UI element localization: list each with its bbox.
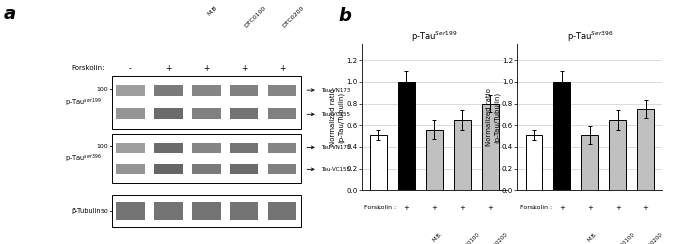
Text: +: + [460,205,465,211]
Text: p-Tau$^{ser199}$: p-Tau$^{ser199}$ [65,96,101,109]
Bar [154,202,183,220]
Text: 50: 50 [101,209,108,214]
Bar [398,82,415,190]
Bar [268,143,296,153]
Text: Tau-VC155: Tau-VC155 [321,167,350,172]
Bar [192,85,220,96]
Text: Tau-VN173: Tau-VN173 [321,88,350,93]
Text: DTC0200: DTC0200 [282,5,306,29]
Text: Tau-VC155: Tau-VC155 [321,112,350,117]
Text: 100: 100 [97,144,108,149]
Text: +: + [587,205,593,211]
Bar [192,108,220,119]
Bar [268,164,296,174]
Text: +: + [404,205,409,211]
Bar [154,143,183,153]
Text: DTC0100: DTC0100 [460,231,481,244]
Text: DTC0100: DTC0100 [615,231,636,244]
Text: +: + [203,64,210,73]
Text: +: + [643,205,649,211]
Bar [154,85,183,96]
Bar [609,120,626,190]
Bar [482,103,499,190]
Bar [637,109,654,190]
Y-axis label: Normalized ratio
(p-Tau/Tubulin): Normalized ratio (p-Tau/Tubulin) [331,88,345,146]
Text: DTC0200: DTC0200 [487,231,508,244]
Text: M.B.: M.B. [431,231,443,243]
Bar [154,164,183,174]
Text: M.B: M.B [206,5,218,17]
Bar [112,134,301,183]
Bar [554,82,571,190]
Bar [268,85,296,96]
Bar [116,143,145,153]
Text: Tau-VN173: Tau-VN173 [321,145,350,150]
Bar [154,108,183,119]
Text: -: - [533,205,535,211]
Bar [230,164,258,174]
Bar [268,108,296,119]
Bar [116,108,145,119]
Text: Forskolin:: Forskolin: [71,65,105,71]
Text: +: + [487,205,493,211]
Bar [370,135,387,190]
Bar [581,135,598,190]
Text: +: + [279,64,285,73]
Text: Forskolin :: Forskolin : [364,205,397,210]
Y-axis label: Normalized ratio
(p-Tau/Tubulin): Normalized ratio (p-Tau/Tubulin) [486,88,500,146]
Bar [112,76,301,129]
Text: β-Tubulin: β-Tubulin [72,208,101,214]
Bar [230,202,258,220]
Title: p-Tau$^{Ser396}$: p-Tau$^{Ser396}$ [566,30,613,44]
Text: -: - [377,205,380,211]
Text: p-Tau$^{ser396}$: p-Tau$^{ser396}$ [65,152,101,165]
Bar [192,164,220,174]
Text: M.B.: M.B. [587,231,599,243]
Bar [454,120,470,190]
Text: +: + [559,205,564,211]
Text: DTC0200: DTC0200 [643,231,664,244]
Bar [116,85,145,96]
Text: -: - [129,64,132,73]
Bar [116,202,145,220]
Bar [230,108,258,119]
Text: Forskolin :: Forskolin : [520,205,552,210]
Text: +: + [431,205,437,211]
Bar [192,202,220,220]
Text: 100: 100 [97,87,108,92]
Bar [268,202,296,220]
Bar [426,130,443,190]
Bar [230,143,258,153]
Text: +: + [615,205,621,211]
Bar [192,143,220,153]
Text: b: b [338,7,351,25]
Bar [525,135,542,190]
Text: +: + [241,64,247,73]
Title: p-Tau$^{Ser199}$: p-Tau$^{Ser199}$ [411,30,458,44]
Text: a: a [3,5,16,23]
Bar [116,164,145,174]
Text: DTC0100: DTC0100 [244,5,268,28]
Bar [112,195,301,227]
Text: +: + [165,64,172,73]
Bar [230,85,258,96]
